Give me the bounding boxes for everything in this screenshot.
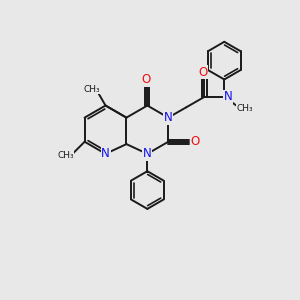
Text: N: N [224, 90, 232, 103]
Text: N: N [143, 147, 152, 160]
Text: O: O [190, 135, 200, 148]
Text: O: O [141, 73, 151, 86]
Text: O: O [198, 65, 208, 79]
Text: CH₃: CH₃ [83, 85, 100, 94]
Text: N: N [164, 111, 172, 124]
Text: N: N [101, 147, 110, 160]
Text: CH₃: CH₃ [57, 151, 74, 160]
Text: CH₃: CH₃ [237, 104, 253, 113]
